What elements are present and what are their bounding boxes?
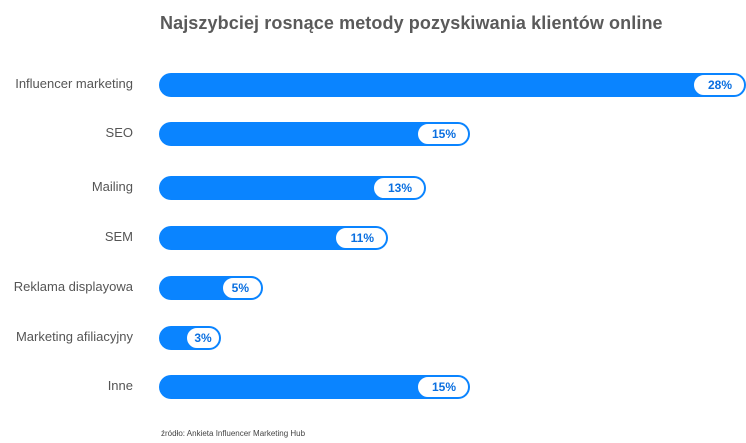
value-pill: 3% bbox=[186, 327, 220, 349]
chart-title: Najszybciej rosnące metody pozyskiwania … bbox=[160, 13, 663, 33]
bar: 13% bbox=[159, 176, 426, 200]
value-pill: 15% bbox=[417, 123, 469, 145]
category-label: Marketing afiliacyjny bbox=[15, 329, 133, 344]
value-pill: 5% bbox=[222, 277, 262, 299]
bar-row-sem: SEM 11% bbox=[0, 226, 746, 250]
value-label: 3% bbox=[194, 331, 212, 345]
category-label: Reklama displayowa bbox=[13, 279, 133, 294]
value-pill: 15% bbox=[417, 376, 469, 398]
bar-row-seo: SEO 15% bbox=[0, 122, 746, 146]
bar-row-marketing-afiliacyjny: Marketing afiliacyjny 3% bbox=[0, 326, 746, 350]
value-label: 11% bbox=[350, 231, 374, 245]
value-label: 15% bbox=[431, 127, 456, 141]
bar: 28% bbox=[159, 73, 746, 97]
bar-row-reklama-displayowa: Reklama displayowa 5% bbox=[0, 276, 746, 300]
bar-row-influencer-marketing: Influencer marketing 28% bbox=[0, 73, 746, 97]
source-note: źródło: Ankieta Influencer Marketing Hub bbox=[161, 429, 306, 438]
category-label: Mailing bbox=[91, 179, 133, 194]
value-label: 28% bbox=[707, 78, 732, 92]
bar: 3% bbox=[159, 326, 221, 350]
bar-row-mailing: Mailing 13% bbox=[0, 176, 746, 200]
bar: 15% bbox=[159, 375, 470, 399]
value-pill: 28% bbox=[693, 74, 745, 96]
value-label: 15% bbox=[431, 380, 456, 394]
value-pill: 11% bbox=[335, 227, 387, 249]
bar-row-inne: Inne 15% bbox=[0, 375, 746, 399]
category-label: SEM bbox=[104, 229, 133, 244]
value-label: 5% bbox=[231, 281, 249, 295]
category-label: Influencer marketing bbox=[15, 76, 133, 91]
value-label: 13% bbox=[387, 181, 412, 195]
category-label: SEO bbox=[105, 125, 133, 140]
category-label: Inne bbox=[107, 378, 133, 393]
bar: 5% bbox=[159, 276, 263, 300]
bar: 11% bbox=[159, 226, 388, 250]
bar: 15% bbox=[159, 122, 470, 146]
value-pill: 13% bbox=[373, 177, 425, 199]
